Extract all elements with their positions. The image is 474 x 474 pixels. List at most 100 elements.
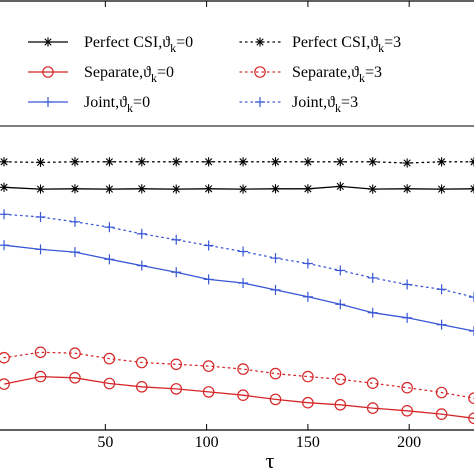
x-tick-label: 50 [97, 434, 113, 451]
data-point [469, 292, 474, 303]
data-point [203, 240, 214, 251]
legend-item: Separate,ϑk=3 [239, 64, 382, 85]
legend-label: Perfect CSI,ϑk=3 [292, 34, 401, 55]
legend-marker [254, 66, 266, 78]
data-point [171, 234, 182, 245]
data-point [104, 157, 114, 167]
data-point [0, 209, 10, 220]
data-point [335, 265, 346, 276]
data-point [171, 267, 182, 278]
data-point [202, 386, 215, 398]
data-point [70, 184, 80, 194]
data-point [303, 184, 313, 194]
series-6 [0, 209, 474, 303]
series-5 [0, 346, 474, 404]
legend-label: Joint,ϑk=3 [292, 94, 358, 115]
x-tick-label: 200 [397, 434, 421, 451]
data-point [104, 222, 115, 233]
series-line [3, 375, 474, 419]
series-layer [0, 157, 474, 425]
data-point [402, 279, 413, 290]
data-point [35, 157, 46, 167]
data-point [238, 278, 249, 288]
data-point [270, 284, 281, 295]
series-3 [0, 240, 474, 336]
data-point [171, 157, 181, 167]
x-axis-label: τ [266, 448, 275, 473]
legend-item: Joint,ϑk=3 [239, 94, 358, 115]
legend-label: Perfect CSI,ϑk=0 [84, 34, 193, 55]
data-point [238, 157, 248, 167]
data-point [136, 260, 147, 271]
data-point [136, 228, 147, 239]
legend-item: Perfect CSI,ϑk=3 [239, 34, 401, 55]
series-1 [0, 181, 474, 194]
data-point [70, 157, 80, 167]
legend-marker [43, 97, 53, 107]
data-point [170, 358, 183, 371]
data-point [204, 184, 214, 194]
data-point [436, 157, 447, 167]
legend-marker [255, 37, 265, 47]
legend-item: Separate,ϑk=0 [28, 64, 174, 85]
data-point [366, 377, 379, 389]
data-point [170, 383, 183, 395]
data-point [0, 351, 10, 364]
legend-item: Joint,ϑk=0 [28, 94, 150, 115]
series-4 [0, 157, 474, 168]
data-point [104, 184, 114, 194]
data-point [335, 181, 345, 191]
data-point [368, 157, 378, 167]
legend: Perfect CSI,ϑk=0 Separate,ϑk=0 Joint,ϑk=0 P… [0, 34, 474, 127]
data-point [34, 370, 47, 383]
data-point [366, 402, 379, 414]
series-line [3, 351, 474, 399]
data-point [302, 370, 314, 383]
data-point [435, 408, 448, 420]
data-point [302, 291, 313, 302]
data-point [0, 378, 10, 390]
x-axis-ticks: 50 100 150 200 [97, 1, 421, 451]
data-point [270, 253, 281, 264]
data-point [69, 347, 81, 359]
x-tick-label: 100 [195, 434, 219, 451]
data-point [270, 157, 281, 167]
data-point [171, 184, 181, 194]
data-point [469, 184, 474, 194]
data-point [69, 371, 81, 384]
legend-item: Perfect CSI,ϑk=0 [28, 34, 193, 55]
data-point [35, 212, 46, 222]
data-point [34, 346, 47, 359]
data-point [270, 184, 281, 194]
data-point [238, 184, 248, 194]
data-point [335, 299, 346, 310]
data-point [469, 326, 474, 336]
data-point [402, 312, 413, 323]
legend-marker [43, 37, 53, 47]
data-point [302, 258, 313, 269]
series-line [3, 161, 474, 164]
data-point [238, 246, 249, 257]
data-point [435, 386, 448, 399]
legend-marker [255, 97, 265, 107]
data-point [203, 274, 214, 285]
data-point [469, 157, 474, 167]
data-point [103, 377, 116, 390]
legend-label: Separate,ϑk=0 [84, 64, 174, 85]
data-point [334, 373, 347, 386]
data-point [436, 284, 447, 295]
data-point [104, 254, 115, 265]
data-point [237, 389, 249, 401]
data-point [0, 157, 9, 167]
data-point [69, 247, 80, 258]
data-point [468, 392, 474, 404]
data-point [402, 158, 412, 168]
series-2 [0, 370, 474, 425]
legend-label: Separate,ϑk=3 [292, 64, 382, 85]
data-point [335, 157, 345, 167]
data-point [269, 393, 282, 406]
data-point [137, 184, 147, 194]
data-point [135, 356, 148, 369]
data-point [368, 184, 378, 194]
